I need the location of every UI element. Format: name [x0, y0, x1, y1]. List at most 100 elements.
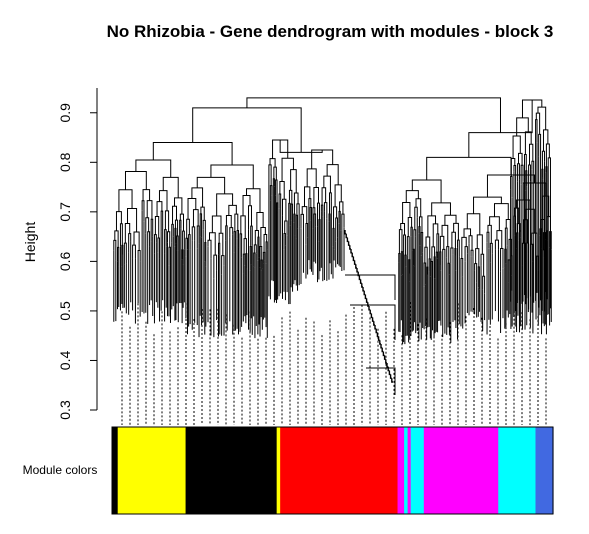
dendrogram-staircase: [371, 317, 374, 322]
dendrogram-merge: [209, 232, 216, 256]
dendrogram-merge: [260, 226, 266, 247]
dendrogram-merge: [524, 131, 532, 155]
module-color-segment: [117, 427, 187, 514]
dendrogram-merge: [142, 189, 151, 201]
module-bar-frame: [111, 426, 554, 515]
dendrogram-merge: [461, 236, 467, 259]
dendrogram-merge: [132, 244, 136, 259]
dendrogram-merge: [493, 203, 509, 220]
dendrogram-staircase: [381, 347, 384, 353]
dendrogram-merge: [323, 202, 328, 219]
dendrogram-merge: [210, 164, 254, 189]
y-tick-label: 0.7: [57, 202, 73, 222]
dendrogram-merge: [470, 249, 474, 257]
dendrogram-merge: [326, 164, 339, 185]
dendrogram-staircase: [391, 378, 393, 383]
y-axis: 0.3 0.4 0.5 0.6 0.7 0.8 0.9 Height: [22, 88, 98, 420]
dendrogram-merge: [547, 157, 551, 175]
dendrogram-merge: [447, 262, 450, 275]
y-tick-label: 0.6: [57, 251, 73, 271]
dendrogram-staircase: [344, 230, 347, 235]
dendrogram-merge: [517, 163, 520, 182]
dendrogram-merge: [366, 367, 396, 395]
dendrogram-merge: [282, 198, 287, 222]
dendrogram-merge: [166, 231, 171, 248]
dendrogram-merge: [250, 225, 253, 247]
dendrogram-merge: [542, 129, 549, 152]
dendrogram-merge: [408, 259, 411, 282]
dendrogram-staircase: [374, 325, 377, 330]
dendrogram-merge: [290, 169, 297, 193]
dendrogram-staircase: [373, 321, 375, 326]
dendrogram-merge: [431, 246, 436, 262]
module-color-segment: [498, 427, 537, 514]
dendrogram-merge: [318, 219, 321, 242]
dendrogram-staircase: [377, 336, 380, 341]
dendrogram-merge: [411, 179, 442, 203]
dendrogram-merge: [202, 219, 206, 243]
dendrogram-merge: [218, 242, 221, 256]
dendrogram-staircase: [347, 241, 350, 246]
dendrogram-staircase: [349, 245, 351, 250]
module-color-segment: [280, 427, 288, 514]
dendrogram-merge: [174, 197, 183, 215]
dendrogram-merge: [283, 233, 286, 250]
dendrogram-merge: [418, 216, 423, 233]
dendrogram-merge: [225, 214, 232, 228]
dendrogram-staircase: [368, 306, 371, 311]
dendrogram-staircase: [365, 298, 368, 303]
dendrogram-merge: [216, 193, 234, 216]
dendrogram-merge: [425, 236, 431, 259]
dendrogram-merge: [164, 229, 167, 254]
dendrogram-merge: [535, 112, 541, 135]
dendrogram-merge: [328, 213, 331, 232]
dendrogram-staircase: [351, 252, 354, 258]
dendrogram-merge: [494, 239, 499, 250]
dendrogram-merge: [535, 119, 538, 143]
dendrogram-merge: [541, 150, 546, 170]
dendrogram-merge: [301, 206, 308, 224]
dendrogram-merge: [335, 217, 339, 242]
dendrogram-merge: [398, 229, 403, 254]
dendrogram-staircase: [345, 233, 348, 239]
dendrogram-merge: [516, 117, 529, 137]
dendrogram-merge: [545, 166, 548, 183]
dendrogram-merge: [402, 202, 411, 224]
dendrogram-merge: [234, 213, 239, 232]
dendrogram-merge: [211, 215, 222, 234]
dendrogram-merge: [451, 231, 456, 249]
dendrogram-merge: [236, 229, 240, 248]
dendrogram-merge: [345, 274, 396, 300]
module-color-segment: [410, 427, 425, 514]
dendrogram-merge: [191, 226, 196, 241]
y-tick-label: 0.8: [57, 152, 73, 172]
dendrogram-merge: [338, 210, 341, 231]
dendrogram-merge: [442, 248, 446, 265]
dendrogram-merge: [529, 143, 534, 166]
dendrogram-merge: [228, 204, 237, 216]
module-color-segment: [404, 427, 409, 514]
dendrogram-staircase: [364, 294, 367, 300]
dendrogram-merge: [158, 190, 168, 211]
dendrogram-merge: [541, 168, 544, 180]
dendrogram-merge: [520, 164, 524, 185]
module-color-segment: [423, 427, 499, 514]
dendrogram-merge: [432, 223, 439, 247]
dendrogram-merge: [460, 258, 464, 278]
module-color-bar: [112, 427, 554, 514]
dendrogram-merge: [413, 229, 417, 250]
dendrogram-merge: [200, 206, 205, 221]
dendrogram-merge: [172, 205, 178, 225]
dendrogram-staircase: [380, 344, 383, 349]
dendrogram-staircase: [350, 249, 353, 254]
dendrogram-merge: [423, 262, 427, 287]
dendrogram-merge: [179, 219, 182, 229]
dendrogram-merge: [187, 197, 197, 220]
dendrogram-merge: [350, 304, 396, 340]
dendrogram-root-merge: [246, 97, 501, 133]
dendrogram-staircase: [361, 283, 363, 288]
dendrogram-merge: [537, 106, 547, 130]
dendrogram-merge: [192, 209, 199, 227]
dendrogram-merge: [510, 157, 516, 177]
y-tick-label: 0.3: [57, 400, 73, 420]
